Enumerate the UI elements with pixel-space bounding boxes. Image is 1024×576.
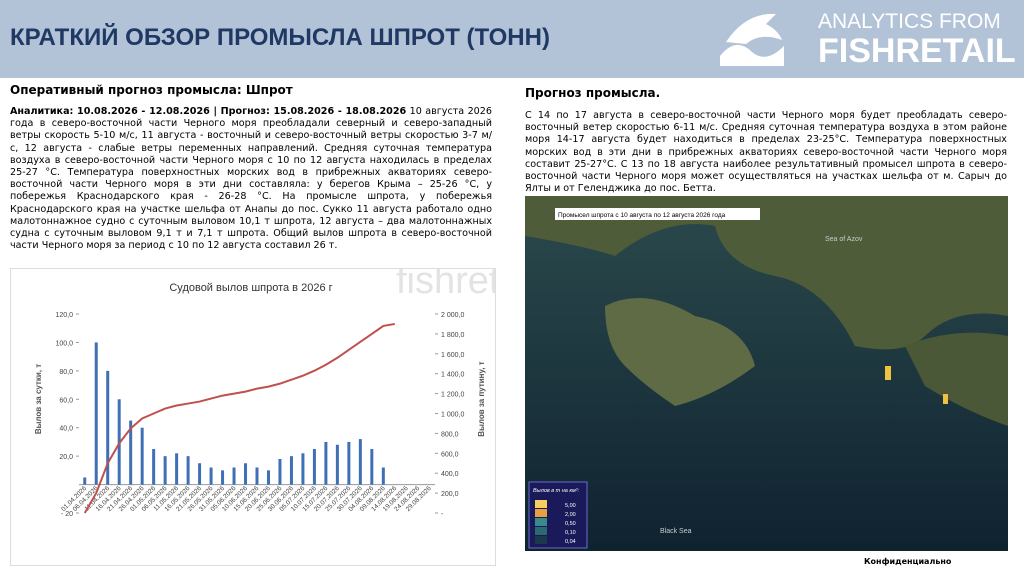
map: Sea of Azov Black Sea Промысел шпрота с … — [525, 196, 1008, 551]
legend-label: 5,00 — [565, 503, 576, 509]
legend-swatch — [535, 536, 547, 544]
bar — [266, 470, 270, 485]
logo-top: ANALYTICS FROM — [818, 10, 1001, 33]
legend-swatch — [535, 527, 547, 535]
bar — [198, 463, 202, 485]
chart-title: Судовой вылов шпрота в 2026 г — [169, 282, 332, 294]
right-text: С 14 по 17 августа в северо-восточной ча… — [525, 110, 1007, 195]
sea-south: Black Sea — [660, 528, 692, 535]
bar — [186, 456, 190, 485]
bar — [221, 470, 225, 485]
y-tick-label: - 20 — [61, 511, 73, 518]
legend-swatch — [535, 509, 547, 517]
legend-swatch — [535, 518, 547, 526]
bar — [94, 342, 98, 485]
right-heading: Прогноз промысла. — [525, 86, 661, 100]
bar — [129, 420, 133, 485]
legend-label: 2,00 — [565, 512, 576, 518]
y2-tick-label: 400,0 — [441, 471, 459, 478]
header: КРАТКИЙ ОБЗОР ПРОМЫСЛА ШПРОТ (ТОНН) ANAL… — [0, 0, 1024, 78]
logo-bottom: FISHRETAIL — [818, 32, 1016, 70]
bar — [163, 456, 167, 485]
bar — [312, 449, 316, 485]
map-title-bg — [555, 208, 760, 220]
watermark: fishretail — [396, 268, 496, 302]
legend-label: 0,50 — [565, 521, 576, 527]
y-tick-label: 60,0 — [59, 397, 73, 404]
y2-tick-label: 1 600,0 — [441, 352, 464, 359]
y-tick-label: 120,0 — [55, 312, 73, 319]
left-text: Аналитика: 10.08.2026 - 12.08.2026 | Про… — [10, 106, 492, 252]
y-tick-label: 40,0 — [59, 426, 73, 433]
bar — [83, 477, 87, 485]
legend-title: Вылов в т на км²: — [533, 488, 580, 494]
body: 10 августа 2026 года в северо-восточной … — [10, 106, 492, 252]
sea-north: Sea of Azov — [825, 236, 863, 243]
bar — [140, 427, 144, 485]
bar — [381, 467, 385, 485]
y-label: Вылов за сутки, т — [34, 364, 43, 434]
y2-tick-label: 600,0 — [441, 451, 459, 458]
bar — [289, 456, 293, 485]
bar — [370, 449, 374, 485]
footer: Конфиденциально — [864, 557, 952, 566]
bar — [255, 467, 259, 485]
bar — [232, 467, 236, 485]
bar — [335, 444, 339, 485]
cumulative-line — [83, 322, 395, 514]
bar — [152, 449, 156, 485]
legend-label: 0,10 — [565, 530, 576, 536]
y2-tick-label: - — [441, 511, 444, 518]
map-title: Промысел шпрота с 10 августа по 12 авгус… — [558, 212, 726, 219]
y-tick-label: 100,0 — [55, 340, 73, 347]
bar — [358, 439, 362, 485]
legend-swatch — [535, 500, 547, 508]
y2-tick-label: 200,0 — [441, 491, 459, 498]
y2-tick-label: 800,0 — [441, 431, 459, 438]
bar — [347, 441, 351, 485]
bar — [324, 441, 328, 485]
title: КРАТКИЙ ОБЗОР ПРОМЫСЛА ШПРОТ (ТОНН) — [10, 24, 550, 51]
y2-tick-label: 1 200,0 — [441, 392, 464, 399]
bar — [301, 453, 305, 485]
legend-label: 0,04 — [565, 539, 576, 545]
bar — [244, 463, 248, 485]
y2-tick-label: 1 400,0 — [441, 372, 464, 379]
logo-icon — [720, 13, 784, 66]
bar — [175, 453, 179, 485]
lead: Аналитика: 10.08.2026 - 12.08.2026 | Про… — [10, 106, 407, 117]
y2-tick-label: 1 800,0 — [441, 332, 464, 339]
y2-tick-label: 2 000,0 — [441, 312, 464, 319]
left-heading: Оперативный прогноз промысла: Шпрот — [10, 83, 293, 97]
y2-tick-label: 1 000,0 — [441, 412, 464, 419]
chart: Судовой вылов шпрота в 2026 г fishretail… — [10, 268, 496, 566]
y-tick-label: 20,0 — [59, 454, 73, 461]
bar — [106, 370, 110, 485]
y-tick-label: 80,0 — [59, 369, 73, 376]
y2-label: Вылов за путину, т — [477, 361, 486, 436]
bar — [209, 467, 213, 485]
bar — [278, 458, 282, 485]
